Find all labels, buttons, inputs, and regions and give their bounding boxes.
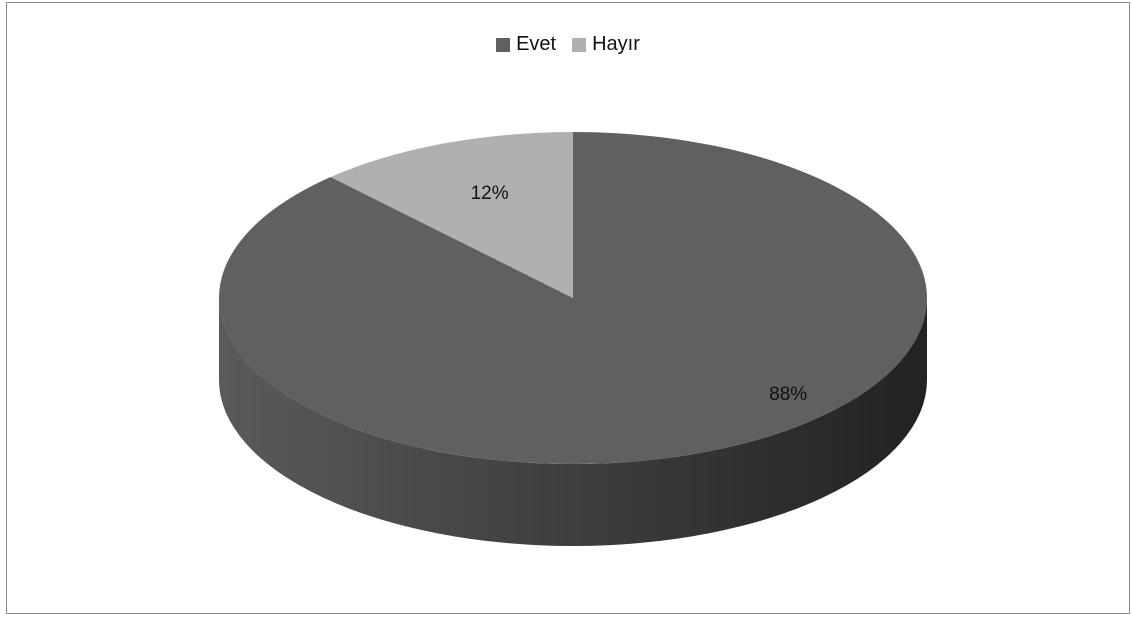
legend-item-evet: Evet (496, 33, 556, 56)
data-label-evet: 88% (769, 384, 807, 405)
data-label-hayir: 12% (471, 183, 509, 204)
legend-item-hayir: Hayır (572, 33, 640, 56)
legend-label-hayir: Hayır (592, 33, 640, 55)
chart-legend: Evet Hayır (7, 33, 1129, 56)
legend-swatch-evet (496, 37, 511, 52)
legend-label-evet: Evet (516, 33, 557, 55)
legend-swatch-hayir (572, 37, 587, 52)
pie-slice-hayir (330, 132, 573, 298)
pie-side-wall (219, 298, 927, 546)
